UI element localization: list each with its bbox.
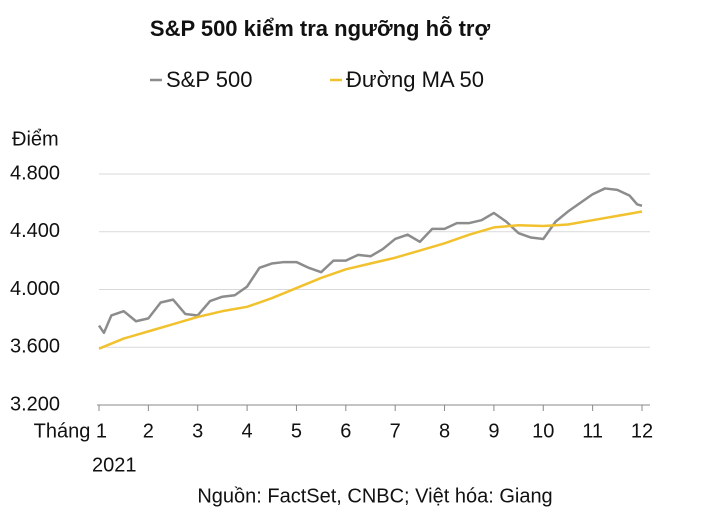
series-line <box>98 210 643 350</box>
legend-label: S&P 500 <box>166 67 252 92</box>
y-tick-label: 4.800 <box>10 162 60 184</box>
x-tick-label: 9 <box>488 420 499 442</box>
x-tick-label: 7 <box>390 420 401 442</box>
x-tick-label: 6 <box>340 420 351 442</box>
x-tick-label: 5 <box>291 420 302 442</box>
y-tick-label: 4.000 <box>10 278 60 300</box>
x-tick-label: 3 <box>192 420 203 442</box>
x-tick-label: 2 <box>143 420 154 442</box>
series-line <box>97 187 643 335</box>
year-label: 2021 <box>92 454 137 476</box>
x-tick-label: 8 <box>439 420 450 442</box>
y-axis-label: Điểm <box>12 128 59 150</box>
y-tick-label: 4.400 <box>10 220 60 242</box>
y-tick-label: 3.200 <box>10 393 60 415</box>
legend-label: Đường MA 50 <box>346 67 484 92</box>
x-tick-label: 11 <box>582 420 603 442</box>
y-tick-label: 3.600 <box>10 336 60 358</box>
chart-title: S&P 500 kiểm tra ngưỡng hỗ trợ <box>150 16 491 41</box>
x-tick-label: 10 <box>532 420 554 442</box>
x-tick-label: 12 <box>631 420 653 442</box>
x-tick-label: Tháng 1 <box>34 420 107 442</box>
source: Nguồn: FactSet, CNBC; Việt hóa: Giang <box>197 485 552 507</box>
x-tick-label: 4 <box>242 420 253 442</box>
